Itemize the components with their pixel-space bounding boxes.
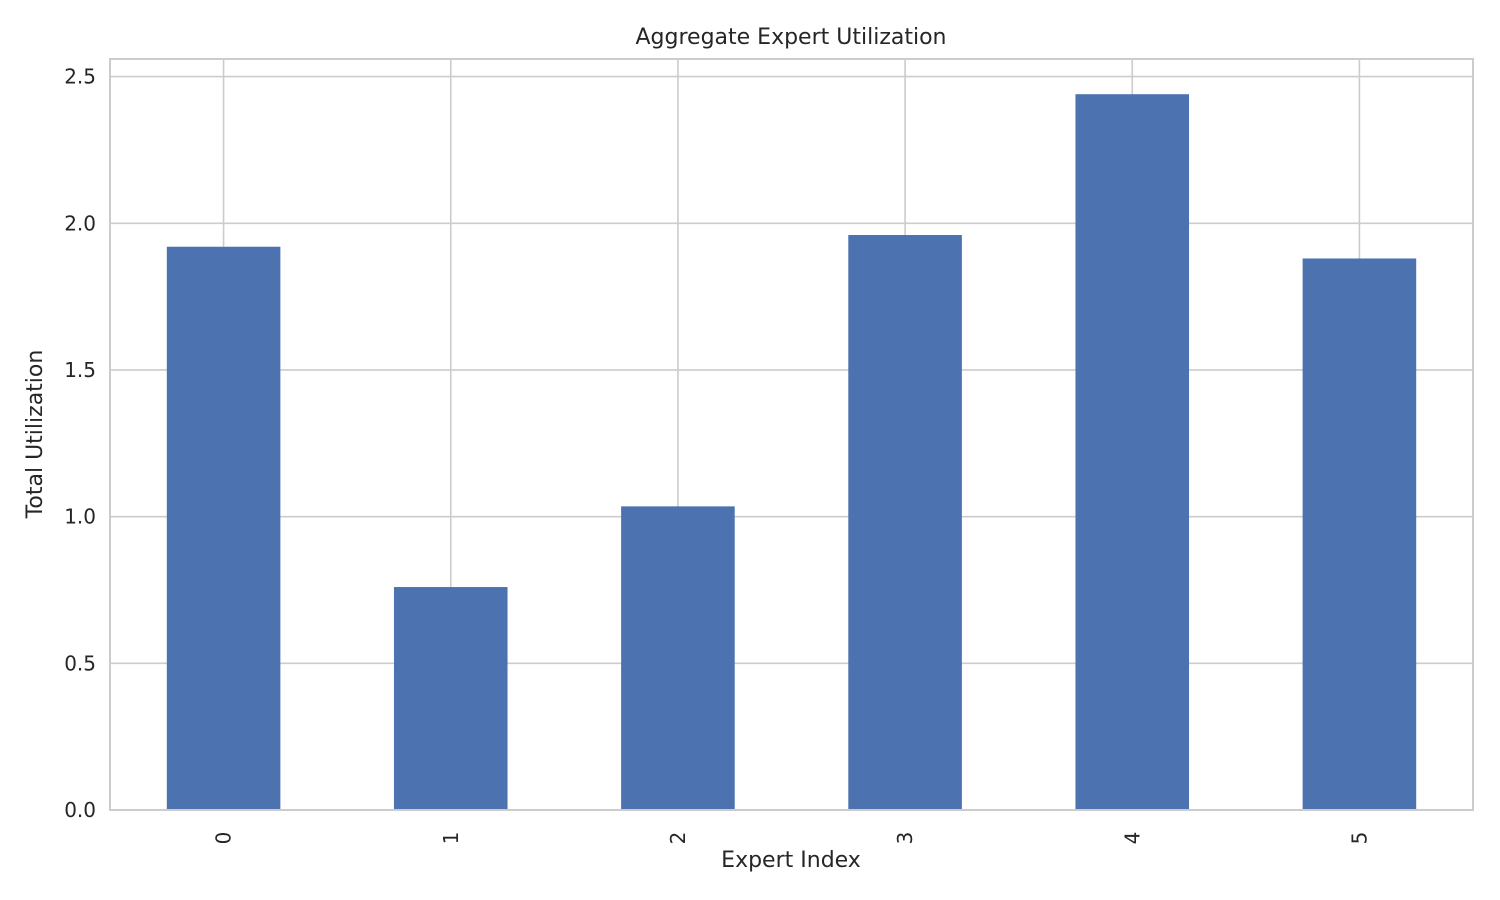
x-tick-label: 4 — [1120, 832, 1144, 845]
y-tick-label: 2.5 — [64, 65, 96, 89]
bar — [621, 506, 735, 810]
gridlines — [110, 59, 1473, 811]
bar — [393, 587, 508, 810]
chart-title: Aggregate Expert Utilization — [636, 25, 947, 50]
x-tick-label: 1 — [439, 832, 463, 845]
x-tick-labels: 0 1 2 3 4 5 — [212, 832, 1372, 845]
y-tick-label: 1.5 — [64, 358, 96, 382]
y-tick-label: 1.0 — [64, 505, 96, 529]
x-tick-label: 2 — [666, 832, 690, 845]
y-tick-labels: 0.0 0.5 1.0 1.5 2.0 2.5 — [64, 65, 96, 822]
y-axis-label: Total Utilization — [23, 350, 48, 520]
y-tick-label: 0.5 — [64, 651, 96, 675]
y-tick-label: 0.0 — [64, 798, 96, 822]
plot-frame — [109, 58, 1474, 811]
y-tick-label: 2.0 — [64, 211, 96, 235]
bar — [1302, 258, 1417, 810]
x-tick-label: 0 — [212, 832, 236, 845]
bars — [166, 94, 1417, 810]
bar — [166, 246, 281, 810]
bar — [1075, 94, 1190, 810]
x-tick-label: 3 — [893, 832, 917, 845]
x-tick-label: 5 — [1347, 832, 1371, 845]
x-axis-label: Expert Index — [721, 848, 861, 873]
bar — [848, 235, 962, 810]
